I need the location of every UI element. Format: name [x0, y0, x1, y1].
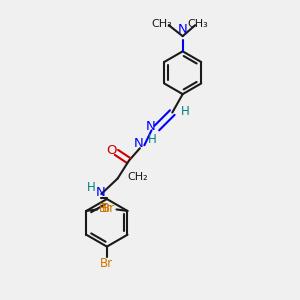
Text: CH₂: CH₂: [127, 172, 148, 182]
Text: N: N: [178, 23, 188, 36]
Text: N: N: [146, 120, 155, 133]
Text: H: H: [180, 105, 189, 118]
Text: CH₃: CH₃: [151, 19, 172, 29]
Text: Br: Br: [100, 257, 113, 270]
Text: N: N: [134, 137, 144, 150]
Text: Br: Br: [102, 202, 115, 215]
Text: H: H: [148, 134, 157, 146]
Text: N: N: [96, 186, 106, 199]
Text: CH₃: CH₃: [188, 19, 208, 29]
Text: Br: Br: [98, 202, 112, 215]
Text: H: H: [86, 181, 95, 194]
Text: O: O: [106, 144, 116, 157]
